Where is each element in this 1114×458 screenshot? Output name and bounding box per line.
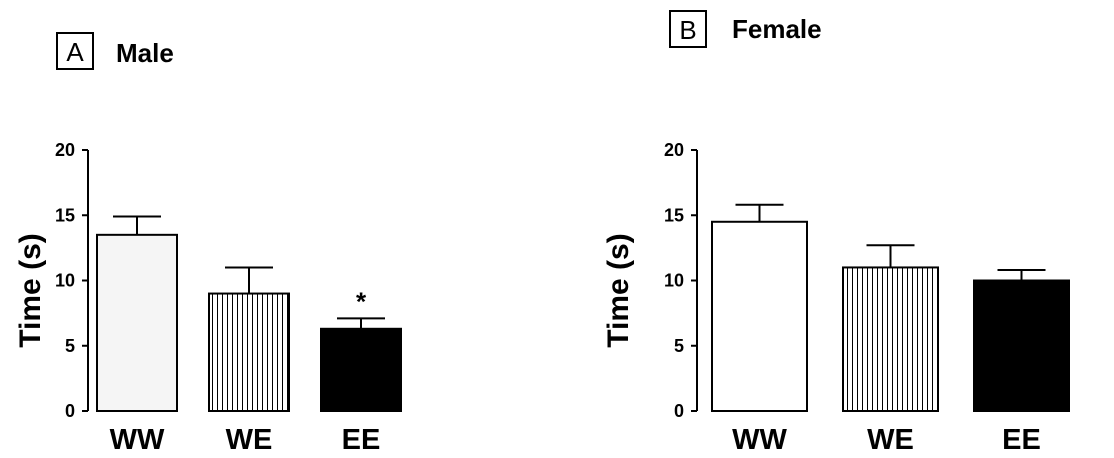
- x-tick-label: EE: [1002, 424, 1041, 456]
- chart-male: 0 5 10 15 20 Time (s) WW WE * EE: [14, 140, 402, 456]
- panel-b-letter-box: [669, 10, 707, 48]
- x-tick-label: WE: [867, 424, 914, 456]
- y-tick-label: 10: [55, 271, 75, 291]
- y-tick-label: 20: [664, 140, 684, 160]
- panel-b-letter: B: [679, 15, 696, 45]
- y-tick-label: 20: [55, 140, 75, 160]
- panel-a-letter-box: [56, 32, 94, 70]
- x-tick-label: EE: [342, 424, 381, 456]
- y-tick-label: 0: [674, 401, 684, 421]
- bar-ee: [973, 279, 1070, 412]
- bar-ee: [320, 327, 402, 412]
- panel-a-letter: A: [66, 37, 84, 67]
- bar-we: [208, 292, 290, 412]
- y-tick-label: 0: [65, 401, 75, 421]
- bar-we: [842, 266, 939, 413]
- bar-ww: [711, 220, 808, 412]
- bar-ww: [96, 233, 178, 412]
- y-tick-label: 15: [664, 205, 684, 225]
- y-tick-label: 5: [65, 336, 75, 356]
- y-tick-label: 5: [674, 336, 684, 356]
- x-tick-label: WE: [226, 424, 273, 456]
- y-tick-label: 10: [664, 271, 684, 291]
- y-axis-title: Time (s): [602, 233, 635, 347]
- y-axis-title: Time (s): [14, 233, 47, 347]
- x-tick-label: WW: [110, 424, 165, 456]
- chart-female: 0 5 10 15 20 Time (s) WW WE EE: [602, 140, 1070, 456]
- panel-b-title: Female: [732, 14, 822, 44]
- significance-marker: *: [356, 286, 367, 316]
- panel-a-header: A Male: [56, 32, 174, 70]
- x-tick-label: WW: [732, 424, 787, 456]
- panel-b-header: B Female: [669, 10, 822, 48]
- panel-a-title: Male: [116, 38, 174, 68]
- y-tick-label: 15: [55, 205, 75, 225]
